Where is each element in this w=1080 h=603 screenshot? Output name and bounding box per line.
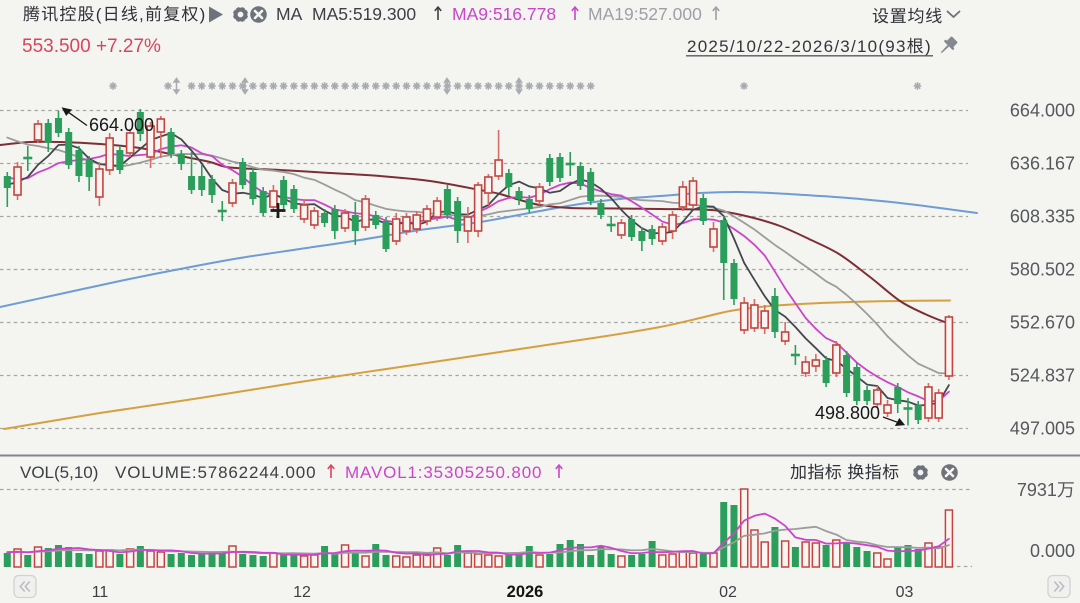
svg-text:0.000: 0.000 — [1030, 541, 1075, 561]
svg-text:02: 02 — [719, 584, 737, 601]
svg-text:03: 03 — [896, 584, 914, 601]
svg-text:2026: 2026 — [507, 583, 544, 601]
svg-text:664.000: 664.000 — [1010, 101, 1075, 121]
svg-text:): ) — [200, 5, 207, 24]
svg-text:VOL(5,10): VOL(5,10) — [20, 463, 98, 482]
svg-text:498.800: 498.800 — [815, 403, 880, 423]
svg-text:580.502: 580.502 — [1010, 260, 1075, 280]
svg-text:MAVOL1:35305250.800: MAVOL1:35305250.800 — [345, 463, 542, 482]
svg-text:636.167: 636.167 — [1010, 154, 1075, 174]
svg-text:7931: 7931 — [1017, 480, 1057, 500]
svg-text:MA5:519.300: MA5:519.300 — [312, 4, 416, 24]
svg-text:VOLUME:57862244.000: VOLUME:57862244.000 — [115, 463, 316, 482]
svg-text:524.837: 524.837 — [1010, 366, 1075, 386]
svg-text:608.335: 608.335 — [1010, 207, 1075, 227]
svg-text:): ) — [925, 37, 932, 56]
svg-text:664.000: 664.000 — [89, 115, 154, 135]
svg-text:MA: MA — [276, 4, 303, 24]
svg-text:(: ( — [96, 5, 103, 24]
svg-text:,: , — [139, 5, 145, 24]
svg-text:11: 11 — [92, 584, 109, 601]
svg-text:497.005: 497.005 — [1010, 419, 1075, 439]
svg-text:MA9:516.778: MA9:516.778 — [452, 4, 556, 24]
svg-text:553.500 +7.27%: 553.500 +7.27% — [22, 36, 161, 57]
svg-text:2025/10/22-2026/3/10(93: 2025/10/22-2026/3/10(93 — [687, 37, 907, 56]
svg-text:552.670: 552.670 — [1010, 313, 1075, 333]
svg-text:12: 12 — [293, 584, 311, 601]
svg-text:MA19:527.000: MA19:527.000 — [588, 4, 702, 24]
